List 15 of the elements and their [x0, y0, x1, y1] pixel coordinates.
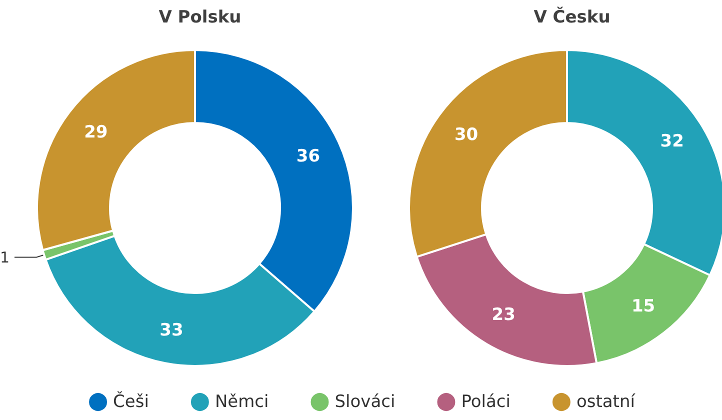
data-label: 1: [0, 248, 10, 266]
slice-label: V Česku: [534, 6, 610, 28]
data-label: 36: [296, 146, 320, 166]
legend-label: Němci: [214, 392, 269, 412]
legend-label: Slováci: [334, 392, 396, 412]
legend-label: Češi: [113, 391, 149, 412]
data-label: 32: [660, 131, 684, 152]
data-label: 15: [631, 296, 656, 316]
data-label: 23: [492, 305, 516, 326]
legend-label: ostatní: [576, 392, 636, 412]
data-label: 33: [160, 320, 184, 340]
legend-label: Poláci: [461, 392, 510, 412]
data-label: 29: [84, 122, 108, 143]
data-label: 30: [454, 124, 478, 145]
slice-label: V Polsku: [158, 8, 242, 28]
